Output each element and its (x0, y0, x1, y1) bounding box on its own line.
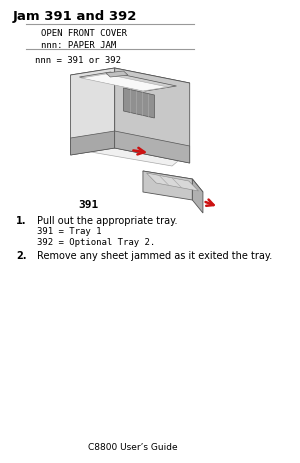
Polygon shape (91, 142, 185, 167)
Polygon shape (80, 73, 176, 92)
Text: OPEN FRONT COVER: OPEN FRONT COVER (40, 29, 127, 38)
Polygon shape (106, 72, 128, 78)
Polygon shape (124, 89, 154, 119)
Polygon shape (192, 180, 203, 213)
Polygon shape (70, 69, 115, 156)
Polygon shape (81, 75, 168, 92)
Text: C8800 User’s Guide: C8800 User’s Guide (88, 442, 177, 451)
Text: Jam 391 and 392: Jam 391 and 392 (12, 10, 137, 23)
Text: 392 = Optional Tray 2.: 392 = Optional Tray 2. (37, 238, 155, 246)
Text: nnn = 391 or 392: nnn = 391 or 392 (35, 56, 121, 65)
Polygon shape (115, 69, 190, 163)
Polygon shape (146, 174, 199, 192)
Polygon shape (70, 69, 190, 91)
Polygon shape (143, 172, 203, 193)
Text: 1.: 1. (16, 216, 26, 225)
Polygon shape (143, 172, 192, 200)
Text: 391 = Tray 1: 391 = Tray 1 (37, 226, 102, 236)
Text: nnn: PAPER JAM: nnn: PAPER JAM (40, 41, 116, 50)
Text: Pull out the appropriate tray.: Pull out the appropriate tray. (37, 216, 178, 225)
Text: 2.: 2. (16, 250, 26, 260)
Text: Remove any sheet jammed as it exited the tray.: Remove any sheet jammed as it exited the… (37, 250, 272, 260)
Polygon shape (115, 131, 190, 163)
Text: 391: 391 (78, 200, 98, 210)
Polygon shape (70, 131, 115, 156)
